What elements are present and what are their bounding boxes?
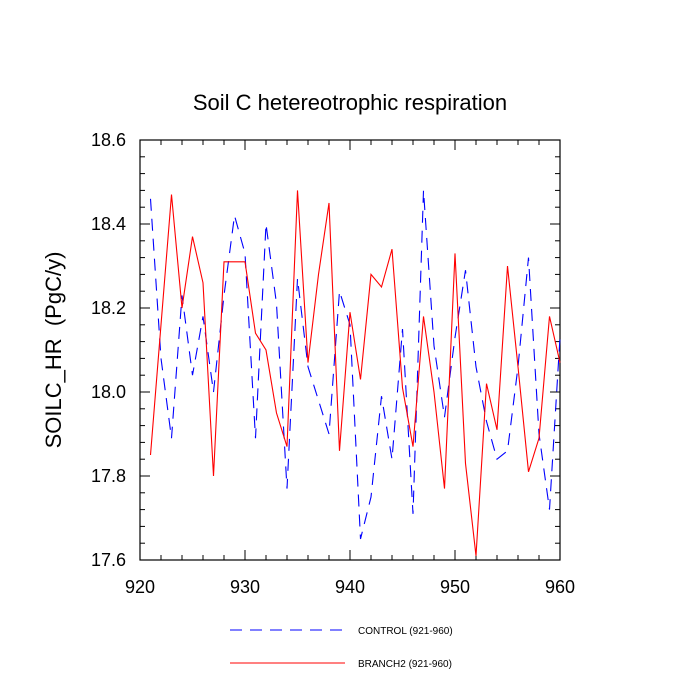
x-tick-label: 940 — [335, 577, 365, 597]
series-line-1 — [149, 190, 561, 540]
y-tick-label: 18.6 — [91, 130, 126, 150]
chart-title: Soil C hetereotrophic respiration — [193, 90, 507, 115]
axis-ticks — [139, 139, 561, 561]
series-lines — [149, 190, 561, 556]
plot-frame — [139, 139, 561, 561]
legend-label: CONTROL (921-960) — [358, 626, 453, 637]
y-tick-label: 18.0 — [91, 382, 126, 402]
x-tick-label: 920 — [125, 577, 155, 597]
y-tick-label: 17.8 — [91, 466, 126, 486]
series-line-2 — [149, 190, 561, 556]
x-tick-label: 960 — [545, 577, 575, 597]
x-tick-label: 930 — [230, 577, 260, 597]
y-axis-label: SOILC_HR (PgC/y) — [41, 252, 66, 449]
y-tick-label: 18.2 — [91, 298, 126, 318]
y-tick-label: 18.4 — [91, 214, 126, 234]
legend: CONTROL (921-960) BRANCH2 (921-960) — [230, 626, 453, 670]
x-tick-label: 950 — [440, 577, 470, 597]
axis-tick-labels: 920 930 940 950 960 17.6 17.8 18.0 18.2 18.4 18.6 — [91, 130, 575, 597]
y-tick-label: 17.6 — [91, 550, 126, 570]
legend-label: BRANCH2 (921-960) — [358, 659, 452, 670]
